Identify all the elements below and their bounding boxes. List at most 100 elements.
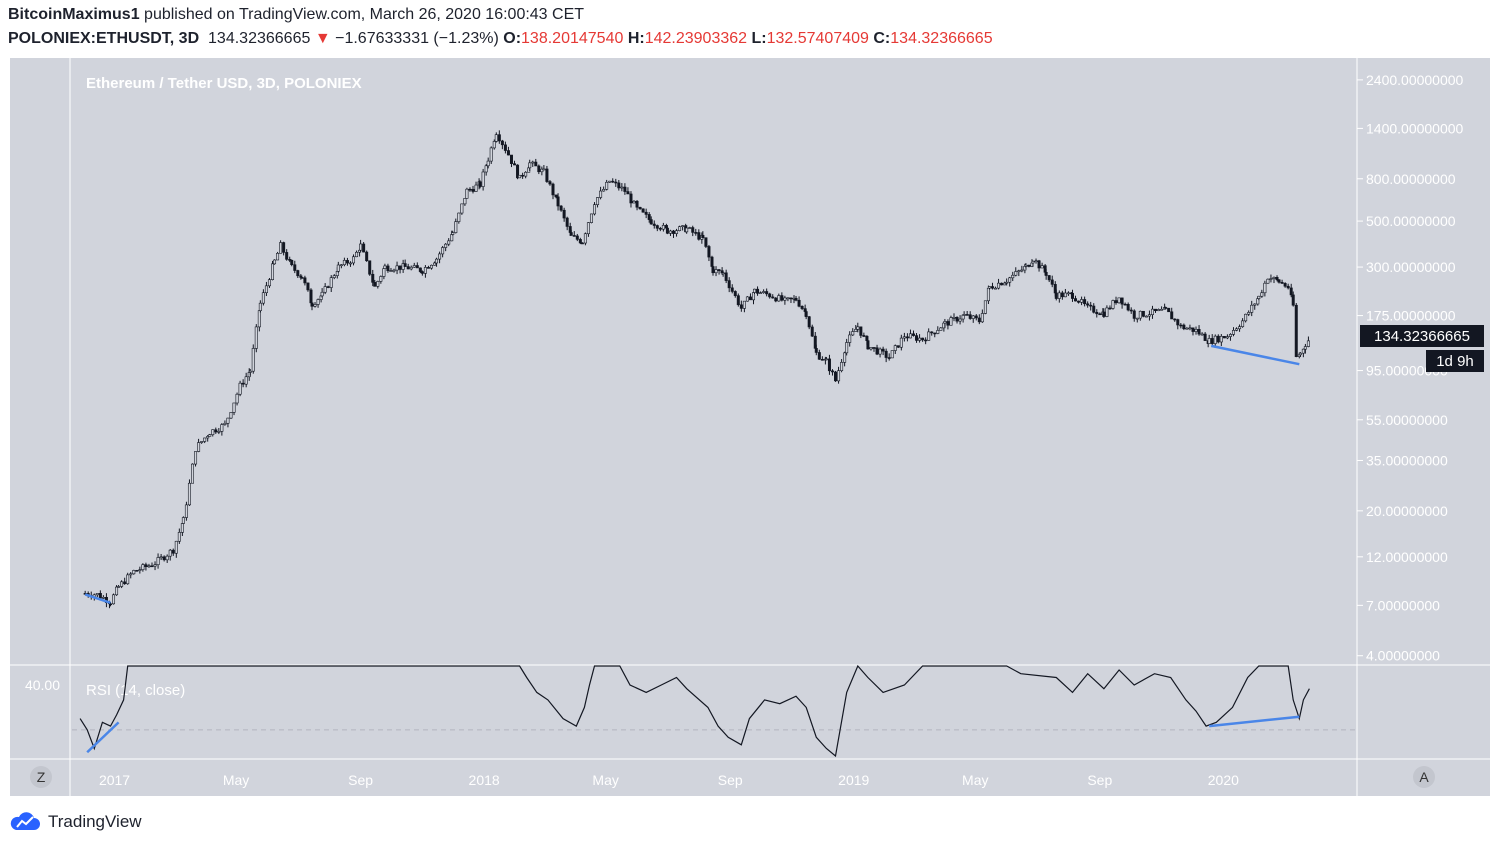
candle-body <box>739 304 743 309</box>
z-button-bg[interactable] <box>30 766 52 788</box>
candle-body <box>276 253 280 261</box>
price-series <box>83 130 1310 609</box>
chart-area[interactable]: Ethereum / Tether USD, 3D, POLONIEX RSI … <box>0 58 1500 800</box>
a-button[interactable]: A <box>1413 766 1435 788</box>
price-tick-label: 800.00000000 <box>1366 171 1456 187</box>
candle-body <box>965 314 969 316</box>
candle-body <box>727 280 731 289</box>
candle-body <box>211 429 215 435</box>
candle-body <box>834 371 838 382</box>
candle-body <box>921 337 925 341</box>
candle-body <box>918 337 922 341</box>
candle-body <box>503 144 507 151</box>
candle-body <box>359 243 363 251</box>
candle-body <box>1235 328 1239 331</box>
candle-body <box>661 225 665 230</box>
symbol-label: POLONIEX:ETHUSDT, 3D <box>8 30 200 47</box>
candle-body <box>1024 264 1028 267</box>
candle-body <box>1191 327 1195 332</box>
candle-body <box>644 211 648 215</box>
candle-body <box>153 564 157 567</box>
candle-body <box>1034 260 1038 263</box>
a-button-label[interactable]: A <box>1419 769 1429 785</box>
candle-body <box>342 260 346 266</box>
candle-body <box>451 232 455 235</box>
candle-body <box>1200 333 1204 336</box>
candle-body <box>1129 309 1133 312</box>
candle-body <box>531 161 535 164</box>
candle-body <box>95 593 99 596</box>
candle-body <box>1144 315 1148 318</box>
rsi-tick-label: 40.00 <box>25 677 60 693</box>
candle-body <box>717 269 721 271</box>
candle-body <box>733 291 737 296</box>
candle-body <box>409 266 413 270</box>
candle-body <box>1194 329 1198 332</box>
tradingview-logo[interactable]: TradingView <box>8 810 142 834</box>
candle-body <box>1257 295 1261 299</box>
candle-body <box>1077 300 1081 303</box>
candle-body <box>180 523 184 533</box>
candle-body <box>238 382 242 395</box>
candle-body <box>165 555 169 561</box>
candle-body <box>371 273 375 283</box>
candle-body <box>144 564 148 567</box>
candle-body <box>638 206 642 210</box>
candle-body <box>373 282 377 287</box>
candle-body <box>1283 283 1287 287</box>
candle-body <box>578 239 582 244</box>
candle-body <box>379 276 383 282</box>
candle-body <box>1185 327 1189 330</box>
candle-body <box>753 288 757 293</box>
candle-body <box>771 296 775 299</box>
candle-body <box>241 382 245 385</box>
candle-body <box>837 370 841 382</box>
time-tick-label: May <box>223 772 249 788</box>
candle-body <box>1014 271 1018 276</box>
candle-body <box>1210 338 1214 344</box>
candle-body <box>614 181 618 184</box>
time-tick-label: 2018 <box>469 772 500 788</box>
candle-body <box>572 235 576 237</box>
candle-body <box>890 350 894 359</box>
candle-body <box>1207 338 1211 344</box>
candle-body <box>652 223 656 226</box>
candle-body <box>323 286 327 293</box>
candle-body <box>313 304 317 307</box>
candle-body <box>1263 282 1267 294</box>
candle-body <box>665 227 669 234</box>
candle-body <box>878 348 882 355</box>
z-button[interactable]: Z <box>30 766 52 788</box>
candle-body <box>797 299 801 307</box>
candle-body <box>1225 336 1229 339</box>
candle-body <box>881 348 885 352</box>
candle-body <box>267 279 271 287</box>
candle-body <box>620 186 624 189</box>
candle-body <box>316 299 320 305</box>
candle-body <box>426 267 430 269</box>
candle-body <box>596 197 600 205</box>
candle-body <box>418 267 422 272</box>
candle-body <box>101 597 105 599</box>
candle-body <box>649 219 653 225</box>
candle-body <box>460 203 464 214</box>
candle-body <box>415 265 419 269</box>
a-button-bg[interactable] <box>1413 766 1435 788</box>
candle-body <box>135 570 139 572</box>
candle-body <box>339 264 343 267</box>
candle-body <box>569 232 573 236</box>
candle-body <box>1213 335 1217 344</box>
candle-body <box>856 326 860 330</box>
z-button-label[interactable]: Z <box>37 769 46 785</box>
low-label: L: <box>751 30 767 47</box>
candle-body <box>1298 352 1302 356</box>
candle-body <box>783 297 787 301</box>
candle-body <box>174 540 178 554</box>
candle-body <box>777 295 781 302</box>
candle-body <box>197 442 201 452</box>
candle-body <box>1000 282 1004 286</box>
author-name[interactable]: BitcoinMaximus1 <box>8 6 140 23</box>
candle-body <box>352 256 356 264</box>
candle-body <box>862 335 866 337</box>
price-trendline <box>84 593 111 604</box>
